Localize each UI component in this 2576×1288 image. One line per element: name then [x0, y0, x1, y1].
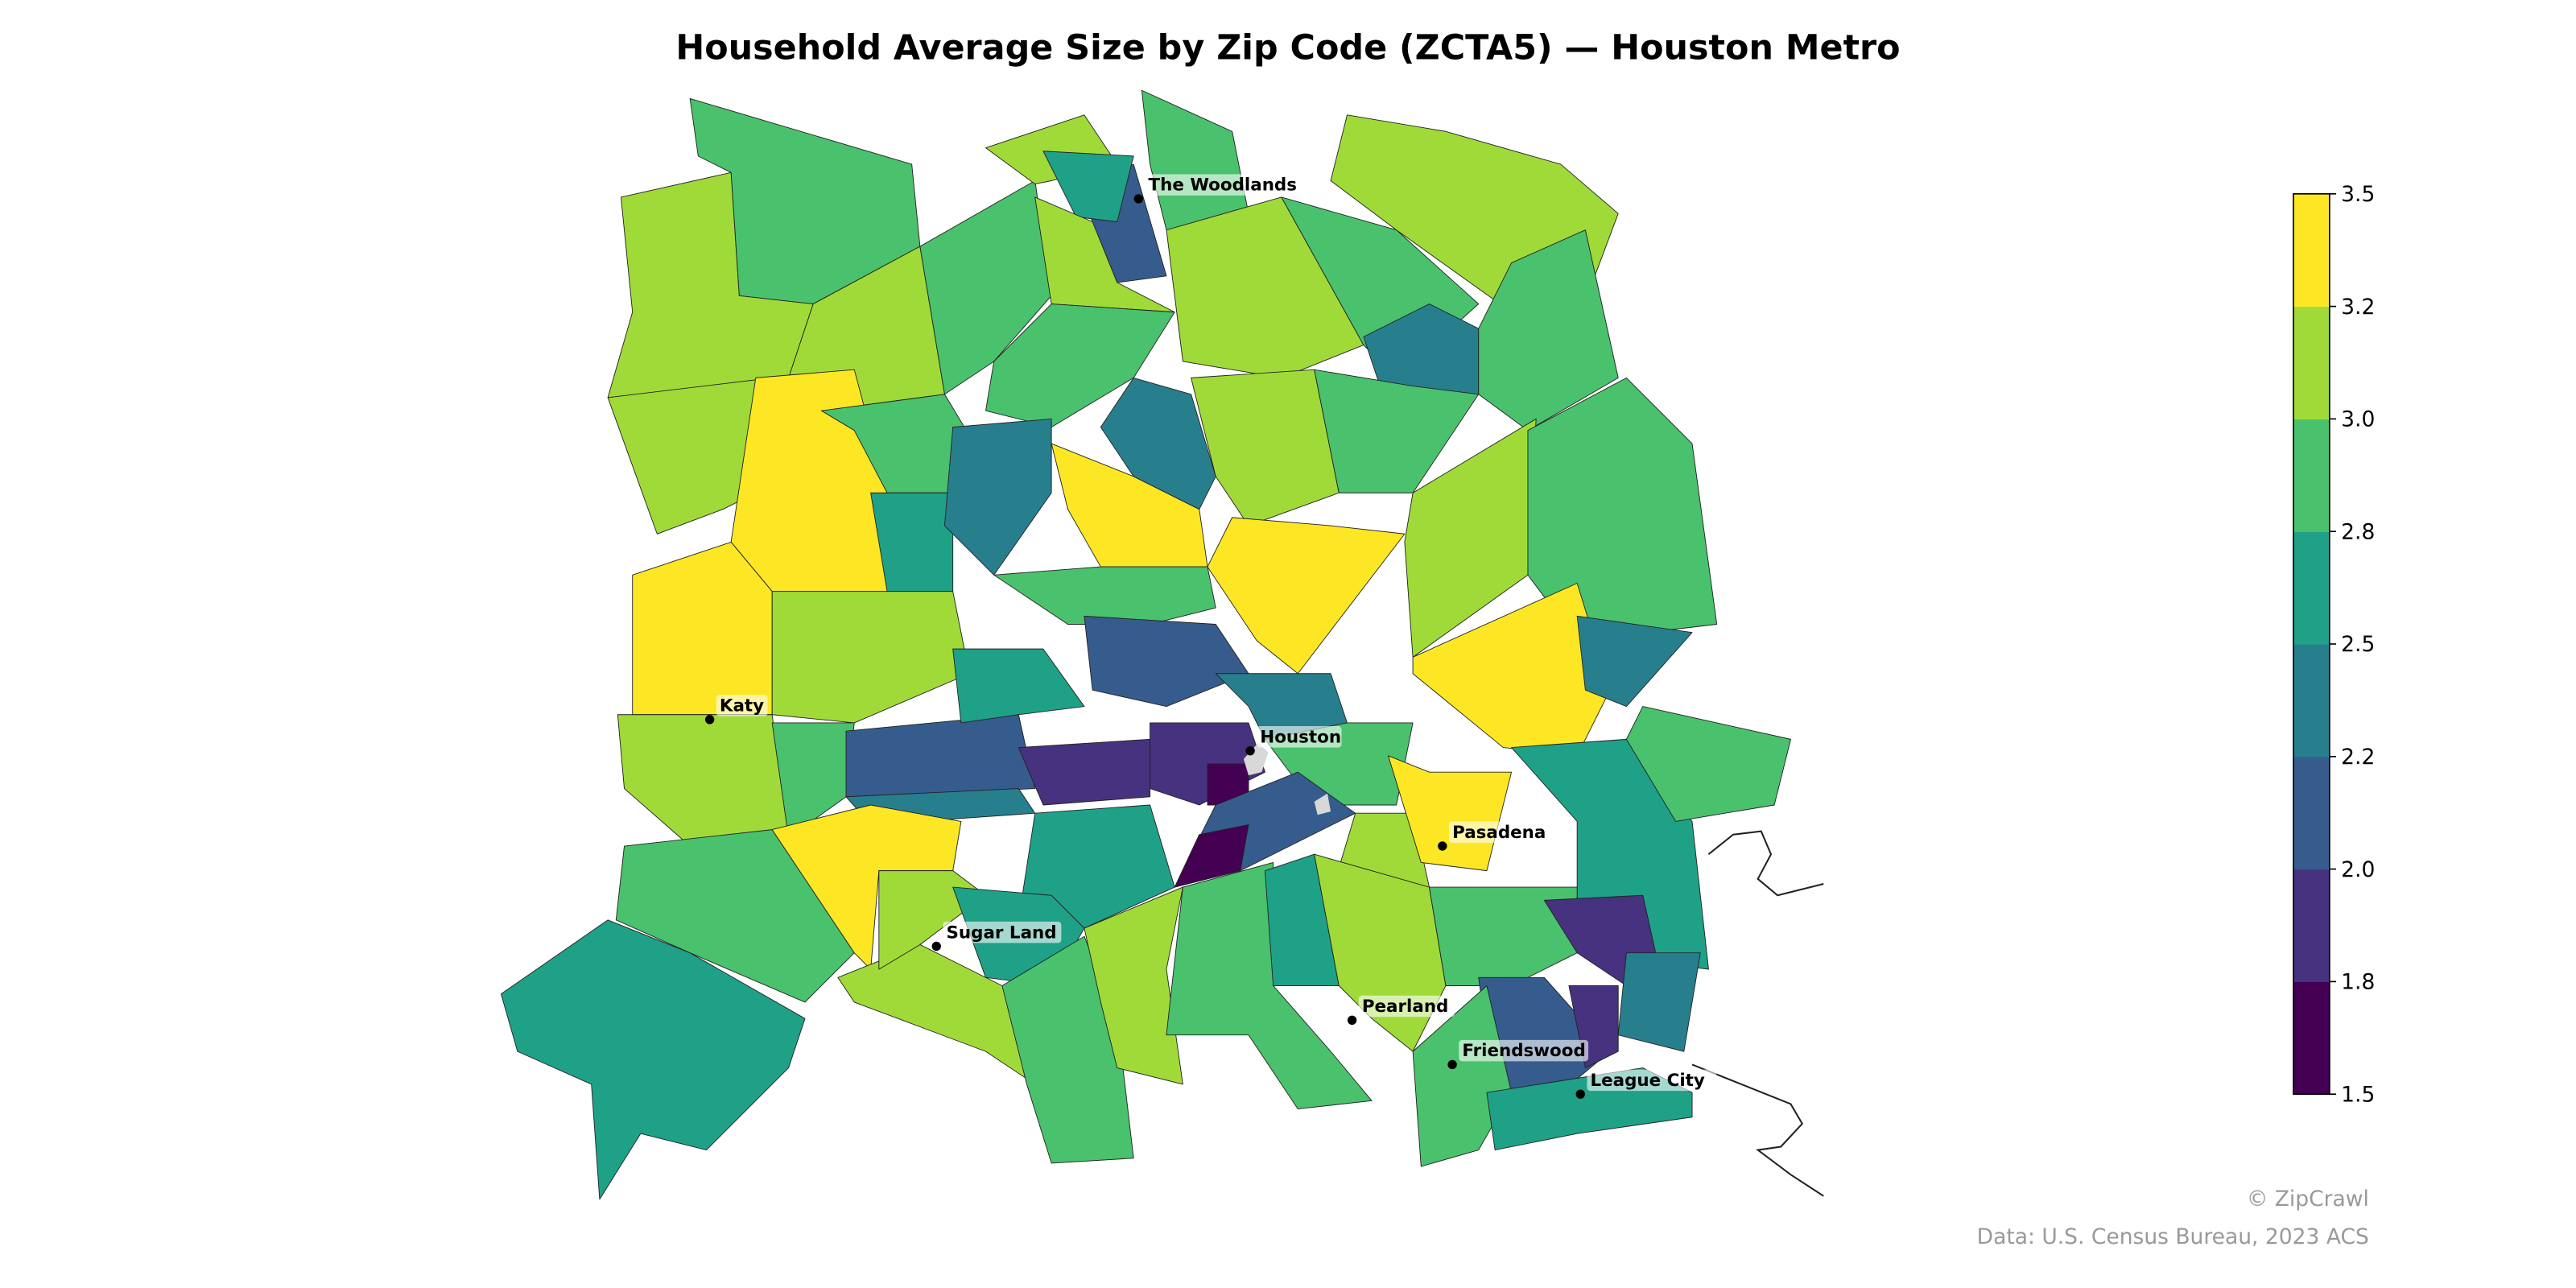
zip-region	[944, 418, 1052, 576]
colorbar-bin	[2293, 869, 2330, 982]
zip-region	[1625, 706, 1791, 822]
zip-region	[1166, 196, 1364, 378]
zip-region	[1042, 151, 1134, 222]
colorbar-bin	[2293, 419, 2330, 532]
zip-region	[919, 180, 1052, 395]
downtown-patch	[1314, 793, 1331, 815]
zip-region	[1429, 886, 1578, 986]
place-label: Sugar Land	[947, 923, 1057, 943]
place-marker: League City	[1575, 1069, 1717, 1099]
zip-region	[993, 566, 1216, 625]
place-label-bg	[1145, 174, 1298, 196]
place-dot	[1438, 841, 1447, 851]
zip-region	[1576, 615, 1693, 708]
place-dot	[931, 941, 941, 952]
colorbar-bin	[2293, 981, 2330, 1095]
zip-region	[1527, 377, 1718, 642]
place-label: Pearland	[1362, 997, 1449, 1017]
place-label: Houston	[1260, 727, 1341, 747]
zip-region	[1174, 824, 1249, 888]
downtown-patch	[1243, 742, 1269, 776]
coastline	[1691, 830, 1824, 1197]
zip-region	[1141, 89, 1249, 231]
zip-region	[632, 542, 773, 716]
zip-region	[1617, 952, 1701, 1052]
place-label: Pasadena	[1452, 823, 1546, 843]
zip-region	[689, 97, 921, 305]
place-dot	[1575, 1089, 1585, 1099]
place-marker: The Woodlands	[1133, 174, 1298, 204]
place-label-bg	[1587, 1069, 1717, 1092]
place-label: Friendswood	[1462, 1041, 1585, 1061]
zip-region	[1100, 377, 1216, 510]
colorbar-bin	[2293, 193, 2330, 308]
colorbar-tick-label: 2.8	[2341, 519, 2375, 544]
colorbar-tick-label: 1.5	[2341, 1082, 2375, 1107]
coastline-path	[1707, 830, 1824, 897]
colorbar-tick-label: 1.8	[2341, 970, 2375, 995]
place-label-bg	[1459, 1039, 1589, 1062]
place-label-bg	[1358, 995, 1455, 1018]
zip-region	[771, 591, 970, 724]
zip-region	[500, 919, 806, 1200]
place-markers: The Woodlands Katy Houston Pasadena Sugar La…	[704, 174, 1717, 1099]
place-dot	[704, 715, 715, 724]
place-dot	[1133, 194, 1143, 204]
place-marker: Katy	[704, 695, 768, 724]
zip-region	[1404, 418, 1537, 658]
place-marker: Pearland	[1347, 995, 1455, 1026]
map-title: Household Average Size by Zip Code (ZCTA…	[675, 27, 1900, 68]
zip-region	[1018, 738, 1151, 806]
colorbar-bin	[2293, 531, 2330, 645]
brand-credit: © ZipCrawl	[2247, 1187, 2369, 1212]
colorbar-tick-label: 2.0	[2341, 857, 2375, 882]
zip-region	[1034, 196, 1175, 313]
place-marker: Houston	[1245, 726, 1342, 756]
colorbar-tick-label: 2.5	[2341, 632, 2375, 657]
data-source-credit: Data: U.S. Census Bureau, 2023 ACS	[1977, 1224, 2369, 1249]
place-label-bg	[716, 695, 768, 716]
zip-region	[952, 648, 1085, 724]
colorbar-bin	[2293, 306, 2330, 420]
place-dot	[1447, 1059, 1457, 1070]
colorbar-bin	[2293, 756, 2330, 870]
colorbar-tick-label: 3.2	[2341, 295, 2375, 320]
place-dot	[1347, 1015, 1357, 1026]
place-label-bg	[943, 921, 1062, 943]
place-marker: Sugar Land	[931, 921, 1062, 952]
colorbar-tick-label: 3.5	[2341, 182, 2375, 207]
place-label: League City	[1591, 1071, 1705, 1091]
colorbar-tick-label: 2.2	[2341, 745, 2375, 770]
zip-region	[1084, 615, 1249, 708]
place-dot	[1245, 745, 1255, 756]
place-label: The Woodlands	[1149, 175, 1297, 196]
zip-region	[1191, 369, 1340, 526]
colorbar-bin	[2293, 644, 2330, 758]
zip-region	[617, 714, 790, 847]
zip-region	[1207, 517, 1406, 675]
zip-polygons	[500, 89, 1791, 1200]
place-label-bg	[1257, 726, 1342, 748]
coastline-path	[1691, 1063, 1824, 1197]
colorbar: 3.5 3.2 3.0 2.8 2.5 2.2 2.0 1.8 1.5	[2293, 182, 2375, 1107]
colorbar-tick-label: 3.0	[2341, 407, 2375, 432]
place-marker: Friendswood	[1447, 1039, 1589, 1070]
place-marker: Pasadena	[1438, 821, 1546, 851]
place-label: Katy	[720, 696, 764, 716]
zip-region	[845, 714, 1036, 798]
place-label-bg	[1449, 821, 1546, 843]
zip-region	[1314, 369, 1480, 493]
